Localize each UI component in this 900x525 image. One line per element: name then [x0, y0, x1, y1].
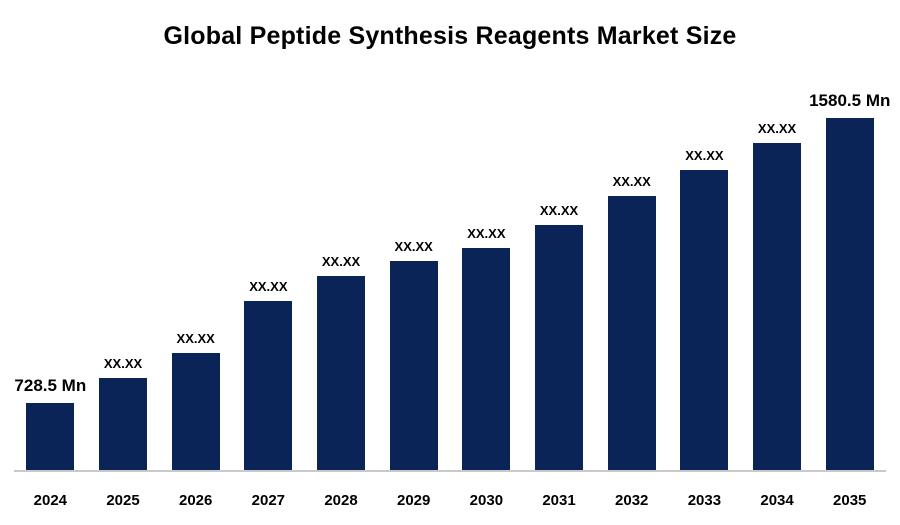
- x-tick-label: 2026: [178, 492, 213, 509]
- bar-value-label: XX.XX: [249, 279, 288, 294]
- bar-column: XX.XX: [523, 203, 596, 470]
- x-tick-label: 2029: [397, 492, 431, 509]
- bar-column: XX.XX: [232, 279, 305, 470]
- bar-column: XX.XX: [741, 121, 814, 470]
- bar-value-label: XX.XX: [612, 174, 651, 189]
- bar-value-label: XX.XX: [539, 203, 579, 218]
- bar-column: XX.XX: [87, 356, 160, 470]
- x-tick-label: 2033: [687, 492, 722, 509]
- chart-title: Global Peptide Synthesis Reagents Market…: [163, 22, 737, 50]
- bar: [825, 118, 874, 470]
- x-tick-label: 2034: [760, 492, 794, 509]
- x-tick-label: 2035: [833, 492, 867, 509]
- bar-value-label: XX.XX: [321, 254, 361, 269]
- bar-value-label: XX.XX: [103, 356, 143, 371]
- bar: [26, 403, 75, 470]
- x-tick-label: 2024: [33, 492, 68, 509]
- bar-column: XX.XX: [595, 174, 668, 470]
- bar: [607, 196, 656, 470]
- bar: [99, 378, 147, 470]
- bar-column: XX.XX: [305, 254, 378, 470]
- plot-area: 728.5 Mn XX.XX XX.XX XX.XX XX.XX XX.XX XX.XX XX…: [14, 70, 890, 472]
- bar-value-label: 1580.5 Mn: [809, 91, 891, 110]
- bar-value-label: XX.XX: [176, 331, 215, 346]
- bar: [753, 143, 802, 470]
- bar-column: 1580.5 Mn: [809, 91, 890, 470]
- x-tick-label: 2030: [469, 492, 504, 509]
- bar-column: 728.5 Mn: [14, 376, 87, 470]
- bar-column: XX.XX: [159, 331, 232, 470]
- bar: [389, 261, 438, 470]
- x-tick-label: 2031: [542, 492, 576, 509]
- bar: [462, 248, 511, 470]
- x-tick-label: 2032: [615, 492, 649, 509]
- x-tick-label: 2027: [251, 492, 286, 509]
- bar-value-label: XX.XX: [467, 226, 506, 241]
- bar-column: XX.XX: [450, 226, 523, 470]
- bar: [317, 276, 366, 470]
- bar-value-label: XX.XX: [757, 121, 797, 137]
- bar: [535, 225, 584, 470]
- bar-column: XX.XX: [668, 148, 741, 470]
- bar: [244, 301, 293, 470]
- bar-value-label: XX.XX: [394, 239, 433, 254]
- bar: [171, 353, 220, 470]
- bar-value-label: 728.5 Mn: [14, 376, 87, 395]
- bar-column: XX.XX: [377, 239, 450, 470]
- x-tick-label: 2025: [106, 492, 140, 509]
- x-tick-label: 2028: [324, 492, 358, 509]
- bar: [680, 170, 729, 470]
- bar-value-label: XX.XX: [685, 148, 724, 163]
- x-axis: 2024 2025 2026 2027 2028 2029 2030 2031 2032 2033…: [14, 492, 886, 509]
